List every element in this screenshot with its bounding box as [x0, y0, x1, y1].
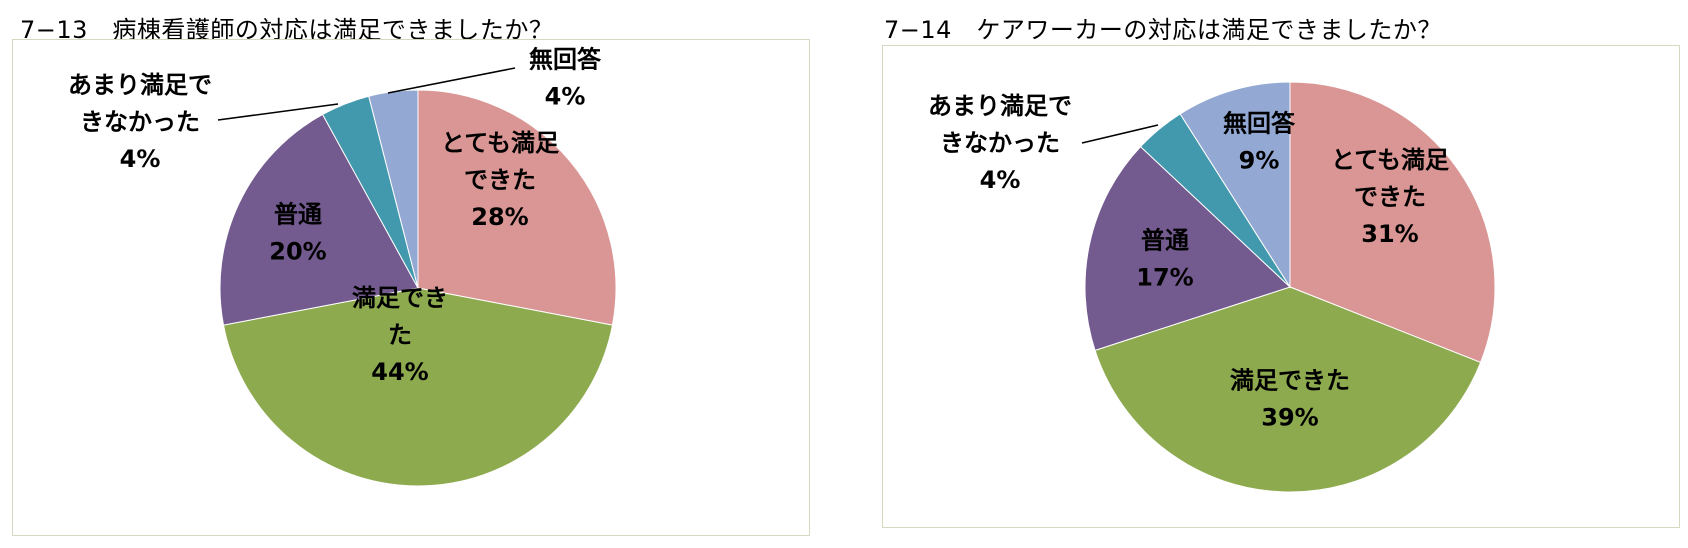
slice-label-very_satisfied: とても満足できた 31%	[1331, 146, 1449, 248]
slice-label-satisfied: 満足できた 39%	[1230, 367, 1350, 432]
slice-label-no_answer: 無回答 9%	[1223, 110, 1296, 175]
slice-label-satisfied: 満足できた 44%	[352, 284, 448, 386]
leader-line-not_very_satisfied	[1081, 124, 1159, 144]
chart-title-2: 7−14 ケアワーカーの対応は満足できましたか？	[884, 16, 1442, 44]
pie-slice-very_satisfied	[417, 89, 617, 326]
pie-slice-satisfied	[222, 287, 614, 487]
slice-label-no_answer: 無回答 4%	[529, 46, 602, 111]
slice-label-not_very_satisfied: あまり満足できなかった 4%	[68, 71, 212, 173]
pie-slice-satisfied	[1094, 286, 1482, 493]
slice-label-normal: 普通 17%	[1136, 227, 1193, 292]
slice-label-very_satisfied: とても満足できた 28%	[441, 129, 559, 231]
pie-slice-normal	[219, 113, 419, 326]
pie-slice-very_satisfied	[1289, 81, 1496, 364]
leader-line-not_very_satisfied	[217, 103, 339, 121]
pie-slice-no_answer	[1179, 81, 1291, 289]
slice-label-normal: 普通 20%	[269, 201, 326, 266]
pie-slice-normal	[1084, 145, 1291, 351]
slice-label-not_very_satisfied: あまり満足できなかった 4%	[928, 92, 1072, 194]
leader-line-no_answer	[387, 67, 516, 94]
